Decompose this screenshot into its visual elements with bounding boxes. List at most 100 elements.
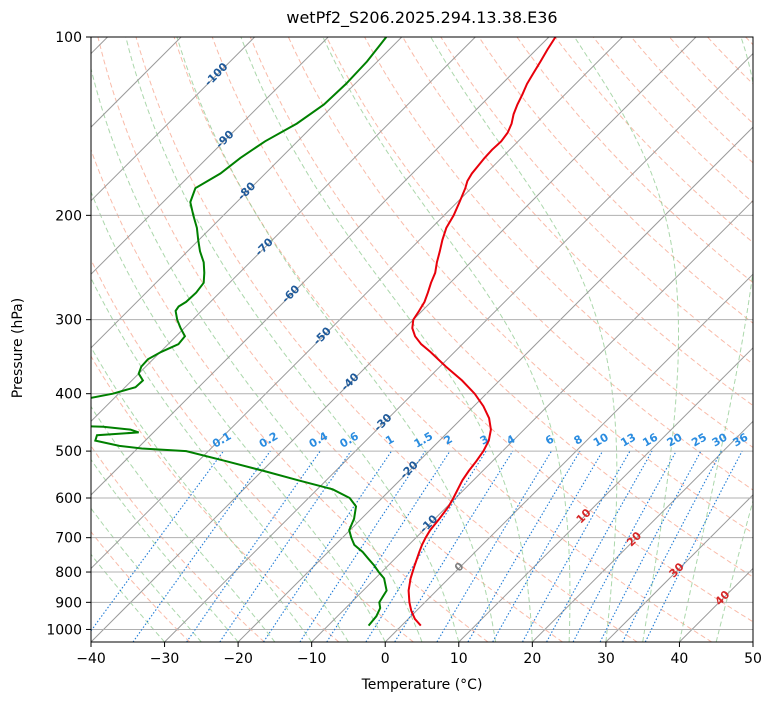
x-tick-label: 10 — [450, 651, 468, 667]
mixing-ratio-line — [299, 450, 426, 642]
isotherm — [384, 273, 753, 642]
y-tick-label: 600 — [55, 491, 82, 507]
moist-adiabat — [91, 276, 349, 642]
dry-adiabat — [91, 445, 265, 642]
mixing-ratio-label: 16 — [640, 430, 660, 449]
isotherm-label: -50 — [311, 324, 334, 347]
isotherm — [237, 126, 753, 642]
isotherm — [91, 37, 476, 423]
moist-adiabat — [430, 37, 618, 642]
mixing-ratio-label: 13 — [618, 431, 638, 450]
dry-adiabat — [135, 37, 638, 642]
isotherm — [164, 52, 753, 642]
x-tick-label: 30 — [597, 651, 615, 667]
dry-adiabat — [669, 37, 753, 125]
mixing-ratio-line — [394, 450, 514, 642]
x-tick-label: 20 — [523, 651, 541, 667]
mixing-ratio-label: 4 — [504, 432, 517, 447]
x-tick-label: −40 — [76, 651, 106, 667]
dry-adiabat — [173, 37, 713, 642]
dry-adiabat — [249, 37, 753, 578]
mixing-ratio-line — [219, 450, 352, 642]
moist-adiabat — [91, 507, 202, 642]
moist-adiabat — [91, 66, 423, 642]
moist-adiabat — [91, 458, 239, 642]
isotherm — [531, 420, 753, 642]
y-tick-label: 500 — [55, 444, 82, 460]
mixing-ratio-line — [326, 450, 451, 642]
moist-adiabat — [678, 37, 753, 642]
dry-adiabat — [478, 37, 753, 324]
x-tick-label: −30 — [150, 651, 180, 667]
mixing-ratio-label: 8 — [572, 433, 585, 448]
moist-adiabat — [176, 37, 497, 642]
dry-adiabat — [592, 37, 753, 204]
mixing-ratio-label: 1.5 — [412, 430, 435, 451]
isotherm — [605, 494, 753, 642]
y-tick-label: 700 — [55, 531, 82, 547]
dry-adiabat — [516, 37, 753, 284]
moist-adiabat — [574, 37, 679, 642]
mixing-ratio-label: 1 — [383, 433, 396, 448]
y-tick-label: 100 — [55, 30, 82, 46]
mixing-ratio-label: 0.1 — [210, 430, 233, 451]
isotherm-label: -60 — [279, 282, 302, 305]
x-tick-label: 0 — [381, 651, 390, 667]
isotherm-label: -90 — [213, 128, 236, 151]
mixing-ratio-line — [546, 450, 653, 642]
y-axis-label: Pressure (hPa) — [10, 297, 26, 399]
temperature-trace — [407, 37, 557, 627]
isotherm-label: 20 — [624, 529, 644, 549]
x-tick-label: −20 — [223, 651, 253, 667]
dry-adiabat — [91, 531, 191, 642]
y-tick-label: 200 — [55, 208, 82, 224]
isotherm — [91, 37, 550, 496]
isotherm — [91, 37, 623, 570]
isotherm-label: -40 — [338, 370, 361, 393]
dry-adiabat — [326, 37, 753, 491]
mixing-ratio-line — [644, 450, 743, 642]
dry-adiabat — [554, 37, 753, 244]
mixing-ratio-line — [572, 450, 677, 642]
dry-adiabat — [402, 37, 753, 407]
mixing-ratio-label: 25 — [689, 431, 709, 450]
mixing-ratio-line — [622, 450, 722, 642]
y-tick-label: 800 — [55, 565, 82, 581]
mixing-ratio-label: 0.4 — [307, 429, 331, 450]
moist-adiabat — [91, 346, 313, 642]
moist-adiabat — [240, 37, 533, 642]
isotherm-label: 10 — [574, 506, 594, 526]
isotherm — [752, 641, 753, 642]
mixing-ratio-label: 0.2 — [257, 430, 280, 451]
isotherm — [91, 37, 329, 275]
mixing-ratio-line — [91, 450, 224, 632]
plot-area: 0.1 0.2 0.4 0.6 1 1.5 2 3 4 6 8 10 13 16 20 25 30 36-100-… — [91, 37, 753, 642]
x-tick-label: 50 — [744, 651, 762, 667]
mixing-ratio-line — [467, 450, 581, 642]
isotherm — [679, 567, 753, 642]
dry-adiabat — [211, 37, 753, 623]
moist-adiabat — [91, 190, 386, 642]
mixing-ratio-label: 30 — [710, 430, 730, 449]
y-tick-label: 400 — [55, 387, 82, 403]
dry-adiabat — [364, 37, 753, 449]
mixing-ratio-label: 2 — [442, 433, 455, 448]
isotherm — [91, 37, 697, 642]
dewpoint-trace — [91, 37, 388, 627]
isotherm — [91, 37, 403, 349]
mixing-ratio-line — [436, 450, 552, 642]
isotherm-label: -20 — [398, 458, 421, 481]
isotherm-label: -30 — [371, 411, 394, 434]
dry-adiabat — [91, 355, 340, 642]
x-axis-label: Temperature (°C) — [361, 677, 483, 693]
y-tick-label: 300 — [55, 313, 82, 329]
x-tick-label: −10 — [297, 651, 327, 667]
moist-adiabat — [715, 498, 753, 642]
isotherm — [311, 199, 753, 642]
mixing-ratio-line — [132, 450, 271, 642]
mixing-ratio-line — [263, 450, 392, 642]
dry-adiabat — [91, 148, 489, 642]
moist-adiabat — [125, 37, 460, 642]
mixing-ratio-line — [599, 450, 702, 642]
dry-adiabat — [707, 37, 753, 85]
